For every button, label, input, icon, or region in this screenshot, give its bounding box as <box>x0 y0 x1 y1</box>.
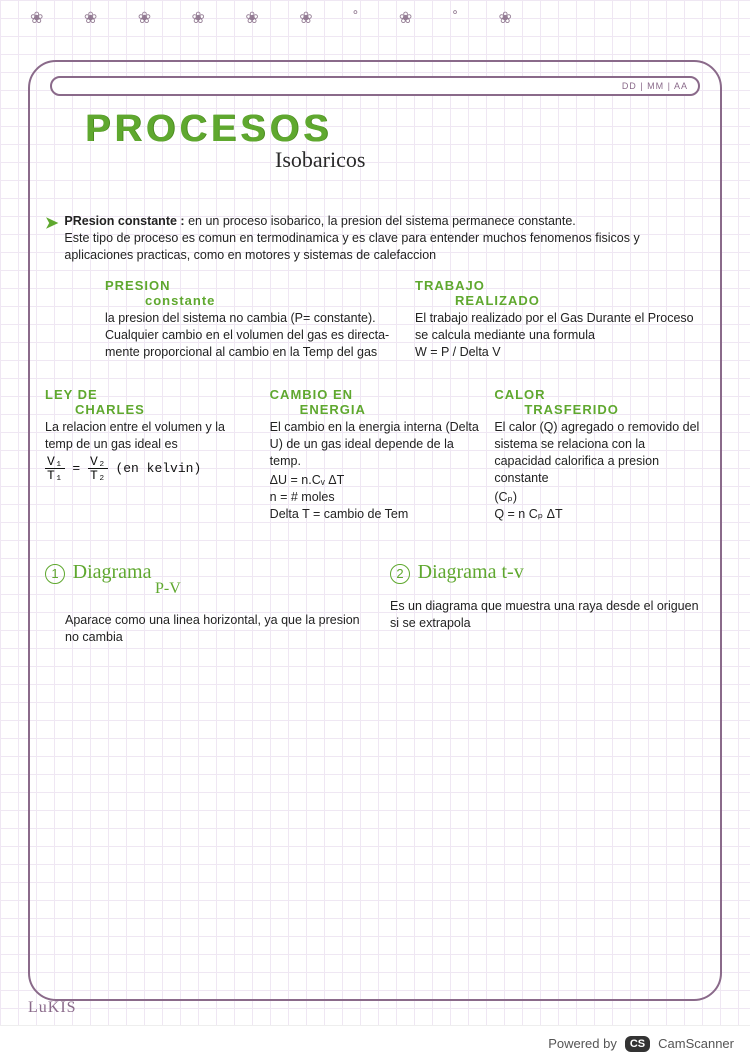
h-realizado: REALIZADO <box>455 293 705 308</box>
h-trasferido: TRASFERIDO <box>524 402 705 417</box>
camscanner-badge-icon: CS <box>625 1036 650 1052</box>
charles-formula: V₁T₁ = V₂T₂ (en kelvin) <box>45 455 256 482</box>
frac-t1: T₁ <box>45 469 65 482</box>
intro-line1: en un proceso isobarico, la presion del … <box>188 214 576 228</box>
intro-text: PResion constante : en un proceso isobar… <box>64 213 705 264</box>
section-three-concepts: LEY DE CHARLES La relacion entre el volu… <box>45 387 705 523</box>
presion-body: la presion del sistema no cambia (P= con… <box>105 310 395 361</box>
date-bar: DD | MM | AA <box>50 76 700 96</box>
calor-body: El calor (Q) agregado o removido del sis… <box>494 419 705 487</box>
intro-block: ➤ PResion constante : en un proceso isob… <box>45 213 705 264</box>
intro-bold: PResion constante : <box>64 214 184 228</box>
diag2-heading: 2 Diagrama t-v <box>390 561 705 584</box>
title-main: PROCESOS <box>85 108 705 151</box>
frac-t2: T₂ <box>88 469 108 482</box>
footer-bar: Powered by CS CamScanner <box>0 1025 750 1061</box>
arrow-icon: ➤ <box>45 213 58 264</box>
energia-body: El cambio en la energia interna (Delta U… <box>270 419 481 470</box>
frac-v2: V₂ <box>88 455 108 469</box>
camscanner-name: CamScanner <box>658 1036 734 1051</box>
diag1-title: Diagrama <box>73 561 152 583</box>
notebook-page: ❀ ❀ ❀ ❀ ❀ ❀ ˚ ❀ ˚ ❀ DD | MM | AA PROCESO… <box>0 0 750 1061</box>
energia-f3: Delta T = cambio de Tem <box>270 506 481 523</box>
kelvin-note: (en kelvin) <box>115 461 201 476</box>
content-area: PROCESOS Isobaricos ➤ PResion constante … <box>45 100 705 645</box>
energia-f1: ΔU = n.Cᵥ ΔT <box>270 472 481 489</box>
powered-by-label: Powered by <box>548 1036 617 1051</box>
h-constante: constante <box>145 293 395 308</box>
title-sub: Isobaricos <box>275 147 705 173</box>
calor-f1: (Cₚ) <box>494 489 705 506</box>
h-calor: CALOR <box>494 387 705 403</box>
h-charles: CHARLES <box>75 402 256 417</box>
col-calor: CALOR TRASFERIDO El calor (Q) agregado o… <box>494 387 705 523</box>
frac-v1: V₁ <box>45 455 65 469</box>
diag2-title: Diagrama t-v <box>418 561 524 583</box>
diagram-1: 1 Diagrama P-V Aparace como una linea ho… <box>45 561 360 646</box>
h-ley: LEY DE <box>45 387 256 403</box>
flower-decor: ❀ ❀ ❀ ❀ ❀ ❀ ˚ ❀ ˚ ❀ <box>30 8 530 28</box>
col-presion: PRESION constante la presion del sistema… <box>45 278 395 361</box>
intro-line2: Este tipo de proceso es comun en termodi… <box>64 231 639 262</box>
circle-2-icon: 2 <box>390 564 410 584</box>
charles-body: La relacion entre el volumen y la temp d… <box>45 419 256 453</box>
calor-f2: Q = n Cₚ ΔT <box>494 506 705 523</box>
energia-f2: n = # moles <box>270 489 481 506</box>
trabajo-formula: W = P / Delta V <box>415 344 705 361</box>
h-energia: ENERGIA <box>300 402 481 417</box>
circle-1-icon: 1 <box>45 564 65 584</box>
col-trabajo: TRABAJO REALIZADO El trabajo realizado p… <box>415 278 705 361</box>
brand-lukis: LuKIS <box>28 999 77 1017</box>
h-cambio: CAMBIO EN <box>270 387 481 403</box>
diagram-2: 2 Diagrama t-v Es un diagrama que muestr… <box>390 561 705 646</box>
col-energia: CAMBIO EN ENERGIA El cambio en la energi… <box>270 387 481 523</box>
h-presion: PRESION <box>105 278 395 294</box>
diag1-sub: P-V <box>155 580 360 598</box>
diagrams-row: 1 Diagrama P-V Aparace como una linea ho… <box>45 561 705 646</box>
col-charles: LEY DE CHARLES La relacion entre el volu… <box>45 387 256 523</box>
section-presion-trabajo: PRESION constante la presion del sistema… <box>45 278 705 361</box>
date-placeholder: DD | MM | AA <box>622 81 688 91</box>
h-trabajo: TRABAJO <box>415 278 705 294</box>
diag2-body: Es un diagrama que muestra una raya desd… <box>390 598 705 632</box>
trabajo-body: El trabajo realizado por el Gas Durante … <box>415 310 705 344</box>
diag1-body: Aparace como una linea horizontal, ya qu… <box>45 612 360 646</box>
